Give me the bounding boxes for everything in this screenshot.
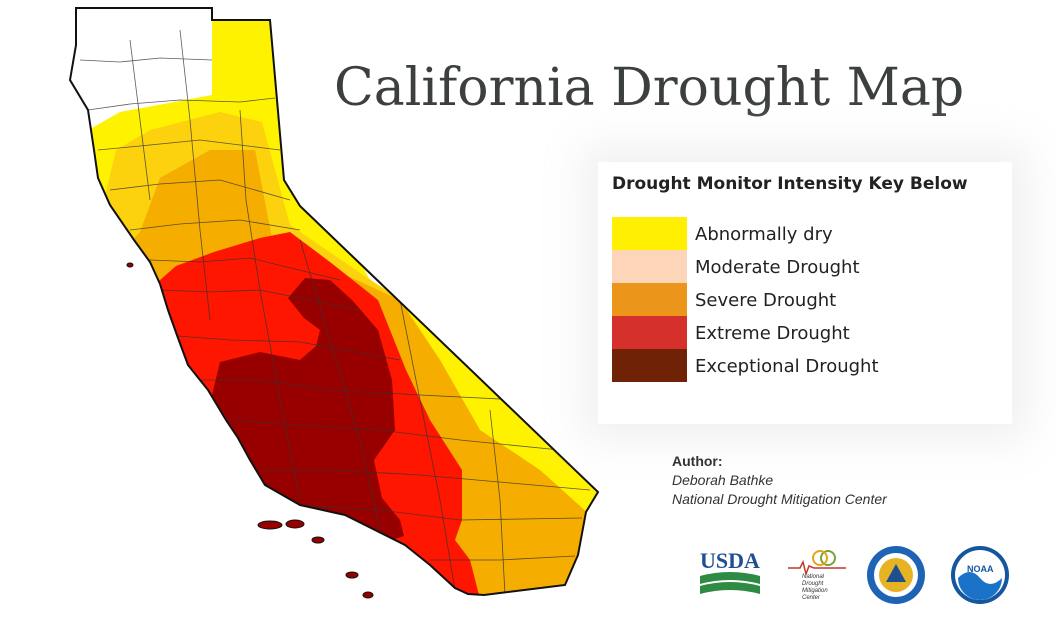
ndmc-line-1: National <box>802 574 825 580</box>
usda-logo-text: USDA <box>700 548 760 573</box>
legend-swatch <box>612 217 687 250</box>
legend-panel: Drought Monitor Intensity Key Below Abno… <box>598 162 1012 424</box>
author-name: Deborah Bathke <box>672 472 774 488</box>
author-heading: Author: <box>672 453 723 469</box>
legend-item-moderate-drought: Moderate Drought <box>612 250 1002 283</box>
zone-exceptional-drought <box>212 278 404 540</box>
legend-label: Extreme Drought <box>695 323 850 344</box>
ndmc-line-4: Center <box>802 595 821 601</box>
legend-item-extreme-drought: Extreme Drought <box>612 316 1002 349</box>
legend-label: Severe Drought <box>695 290 837 311</box>
california-outline <box>68 7 600 597</box>
author-block: Author: Deborah Bathke National Drought … <box>672 452 887 509</box>
legend-item-severe-drought: Severe Drought <box>612 283 1002 316</box>
noaa-logo: NOAA <box>951 546 1009 604</box>
legend-title: Drought Monitor Intensity Key Below <box>612 174 968 194</box>
sponsor-logos: USDA National Drought Mitigation Center … <box>698 544 1028 608</box>
legend-swatch <box>612 283 687 316</box>
legend-item-exceptional-drought: Exceptional Drought <box>612 349 1002 382</box>
ndmc-line-2: Drought <box>802 581 824 587</box>
ndmc-logo: National Drought Mitigation Center <box>788 550 846 601</box>
usda-logo: USDA <box>700 548 760 594</box>
legend-label: Moderate Drought <box>695 257 860 278</box>
legend-swatch <box>612 349 687 382</box>
legend-swatch <box>612 250 687 283</box>
legend-item-abnormally-dry: Abnormally dry <box>612 217 1002 250</box>
commerce-seal-logo <box>867 546 925 604</box>
legend-label: Exceptional Drought <box>695 356 879 377</box>
california-drought-map <box>68 7 600 599</box>
noaa-logo-text: NOAA <box>967 564 994 574</box>
california-map-svg <box>68 7 600 599</box>
channel-islands <box>126 262 374 599</box>
legend-label: Abnormally dry <box>695 224 833 245</box>
author-organization: National Drought Mitigation Center <box>672 491 887 507</box>
ndmc-line-3: Mitigation <box>802 588 828 594</box>
page-title: California Drought Map <box>334 58 965 118</box>
county-lines <box>79 29 591 595</box>
legend-swatch <box>612 316 687 349</box>
